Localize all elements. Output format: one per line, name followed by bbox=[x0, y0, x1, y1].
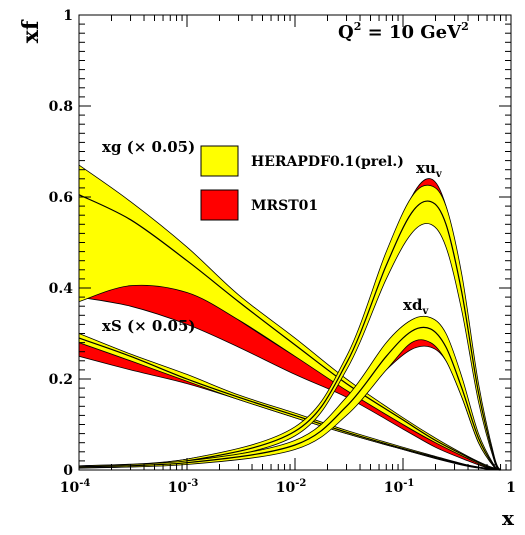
x-axis-label: x bbox=[502, 506, 515, 530]
y-tick-label: 0.2 bbox=[49, 372, 73, 388]
x-tick-label: 10-4 bbox=[60, 478, 91, 496]
y-axis-label: xf bbox=[18, 19, 44, 43]
x-tick-label: 10-3 bbox=[168, 478, 199, 496]
y-tick-label: 0.4 bbox=[49, 281, 74, 297]
curve-label-xs: xS (× 0.05) bbox=[102, 317, 196, 335]
legend-swatch bbox=[200, 189, 239, 221]
legend-label: HERAPDF0.1(prel.) bbox=[251, 154, 404, 170]
axes bbox=[78, 14, 512, 471]
herapdf-central-xg bbox=[78, 194, 501, 471]
curve-label-xdv: xdv bbox=[403, 296, 429, 317]
curve-label-xuv: xuv bbox=[416, 159, 443, 180]
chart-labels: 0 0.2 0.4 0.6 0.8 1 10-4 10-3 10-2 10-1 1 x xf Q2 = 1… bbox=[18, 8, 516, 530]
legend-label: MRST01 bbox=[251, 198, 318, 214]
herapdf-central-xuv bbox=[78, 200, 502, 471]
y-tick-label: 0.8 bbox=[49, 99, 73, 115]
y-tick-label: 0 bbox=[63, 463, 73, 479]
curve-label-xg: xg (× 0.05) bbox=[102, 138, 195, 156]
x-tick-label: 10-1 bbox=[384, 478, 415, 496]
x-tick-label: 1 bbox=[506, 480, 516, 496]
herapdf-central-xs bbox=[78, 337, 501, 471]
x-tick-label: 10-2 bbox=[276, 478, 307, 496]
chart-title: Q2 = 10 GeV2 bbox=[338, 20, 469, 43]
herapdf-central-xdv bbox=[78, 326, 501, 471]
y-tick-label: 1 bbox=[63, 8, 73, 24]
y-tick-label: 0.6 bbox=[49, 190, 73, 206]
legend-swatch bbox=[200, 145, 239, 177]
